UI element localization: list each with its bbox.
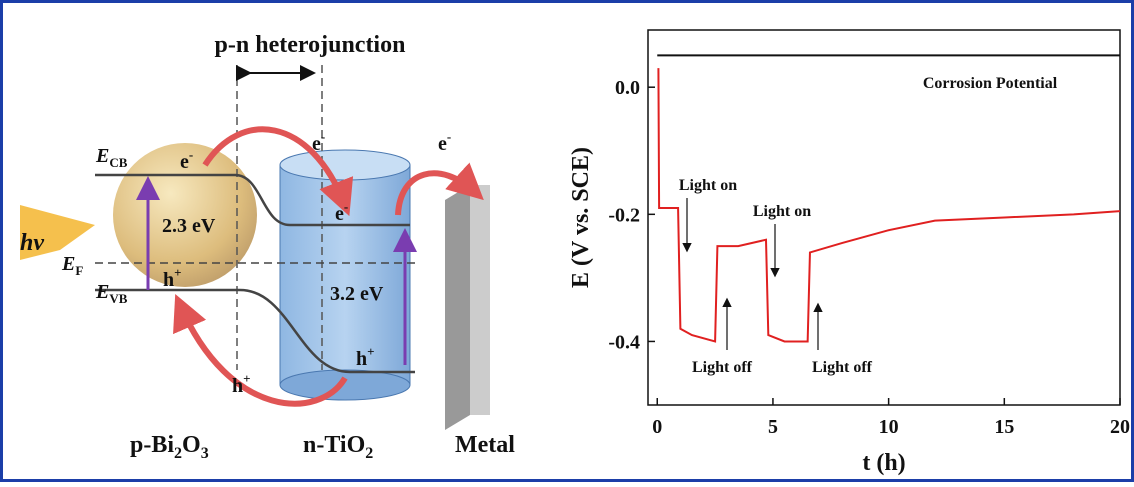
material-label: n-TiO2 [303, 432, 373, 462]
series-line [658, 68, 1120, 341]
x-tick-label: 0 [652, 416, 662, 438]
x-tick-label: 10 [879, 416, 899, 438]
diagram: p-n heterojunction ECB EF EVB e- e- e- e… [20, 32, 515, 462]
annotation: Light off [692, 359, 753, 376]
cylinder-top [280, 150, 410, 180]
metal-side [445, 185, 470, 430]
x-tick-label: 5 [768, 416, 778, 438]
metal-face [470, 185, 490, 415]
band-label: EF [61, 253, 83, 278]
x-tick-label: 20 [1110, 416, 1130, 438]
band-label: ECB [95, 145, 128, 170]
diagram-title: p-n heterojunction [215, 32, 406, 58]
chart: 0.0 -0.2 -0.4 0 5 10 15 20 t (h) E (V vs. SCE) Cor… [568, 30, 1130, 476]
material-label: p-Bi2O3 [130, 432, 209, 462]
band-gap: 2.3 eV [162, 215, 216, 237]
y-axis-label: E (V vs. SCE) [568, 147, 594, 288]
x-tick-label: 15 [994, 416, 1014, 438]
electron: e- [438, 129, 451, 155]
hole: h+ [163, 265, 182, 291]
band-gap: 3.2 eV [330, 283, 384, 305]
y-tick-label: -0.4 [608, 331, 640, 353]
y-tick-label: 0.0 [615, 77, 640, 99]
series-label: Corrosion Potential [923, 75, 1058, 92]
material-label: Metal [455, 432, 515, 458]
annotation: Light off [812, 359, 873, 376]
photon-label: hv [20, 230, 44, 256]
x-axis-label: t (h) [862, 450, 905, 476]
annotation: Light on [753, 203, 811, 220]
page: p-n heterojunction ECB EF EVB e- e- e- e… [0, 0, 1134, 487]
band-label: EVB [95, 281, 128, 306]
annotation: Light on [679, 177, 737, 194]
cylinder-bottom [280, 370, 410, 400]
y-tick-label: -0.2 [608, 204, 640, 226]
figure: p-n heterojunction ECB EF EVB e- e- e- e… [0, 0, 1134, 482]
